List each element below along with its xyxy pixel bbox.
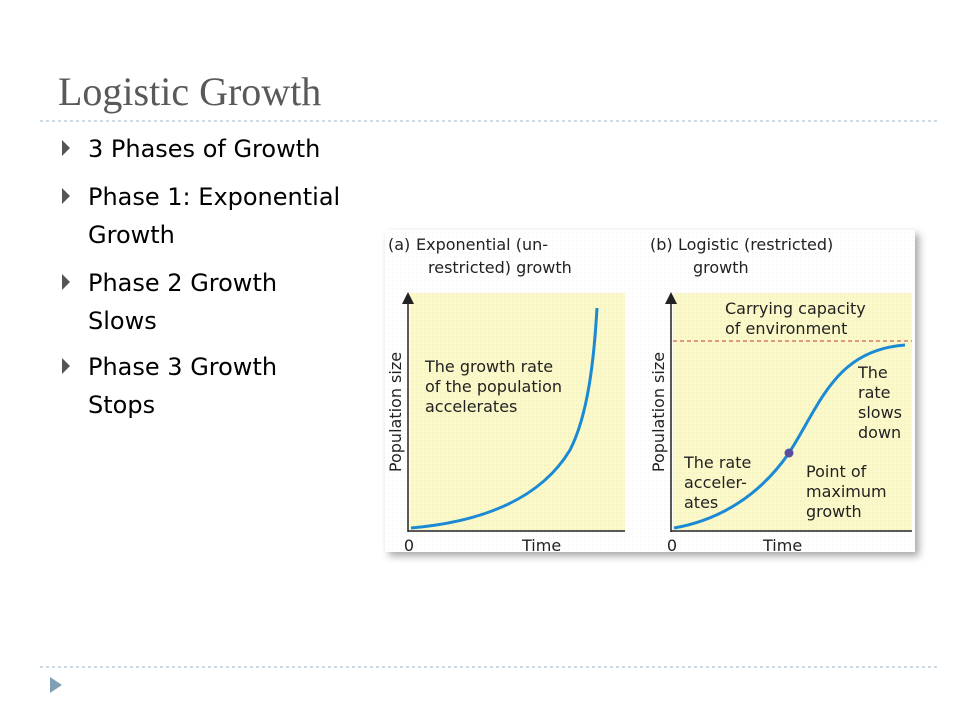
x-axis-label: Time (521, 536, 561, 555)
panel-label: (a) (388, 235, 410, 254)
bullet-text: 3 Phases of Growth (88, 135, 320, 163)
bullet-text: Phase 3 Growth (88, 353, 277, 381)
annotation: The growth rate (424, 357, 553, 376)
bullet-text: Phase 2 Growth (88, 269, 277, 297)
annotation: accelerates (425, 397, 517, 416)
nav-arrow (50, 677, 62, 693)
annotation: The (857, 363, 888, 382)
x-axis-label: Time (762, 536, 802, 555)
origin-label: 0 (404, 536, 414, 555)
panel-title: Exponential (un- (416, 235, 548, 254)
inflection-point (784, 448, 794, 458)
bullet-marker (62, 358, 70, 374)
exponential-curve (410, 307, 599, 530)
plot-area (410, 293, 625, 530)
annotation: rate (858, 383, 891, 402)
annotation: of the population (425, 377, 562, 396)
panel-label: (b) (650, 235, 673, 254)
origin-label: 0 (667, 536, 677, 555)
annotation: of environment (725, 319, 847, 338)
y-axis-label: Population size (649, 352, 668, 472)
bullet-text: Stops (88, 391, 155, 419)
panel-title: growth (693, 258, 749, 277)
annotation: Point of (806, 462, 867, 481)
bullet-text: Phase 1: Exponential (88, 183, 340, 211)
annotation: ates (684, 493, 718, 512)
y-axis-label: Population size (386, 352, 405, 472)
bullet-text: Slows (88, 307, 157, 335)
annotation: acceler- (684, 473, 747, 492)
plot-area (673, 293, 912, 530)
bullet-text: Growth (88, 221, 175, 249)
bullet-marker (62, 140, 70, 156)
annotation: Carrying capacity (725, 299, 866, 318)
panel-title: Logistic (restricted) (678, 235, 833, 254)
figure-text: (a) Exponential (un-restricted) growth (b)… (386, 235, 902, 555)
bullet-marker (62, 274, 70, 290)
figure (385, 230, 915, 552)
bullet-marker (62, 188, 70, 204)
bullet-list: 3 Phases of Growth Phase 1: Exponential Gr… (62, 135, 340, 419)
annotation: The rate (683, 453, 751, 472)
annotation: slows (858, 403, 902, 422)
annotation: down (858, 423, 901, 442)
panel-title: restricted) growth (428, 258, 572, 277)
annotation: maximum (806, 482, 887, 501)
annotation: growth (806, 502, 862, 521)
slide-title: Logistic Growth (58, 69, 321, 114)
